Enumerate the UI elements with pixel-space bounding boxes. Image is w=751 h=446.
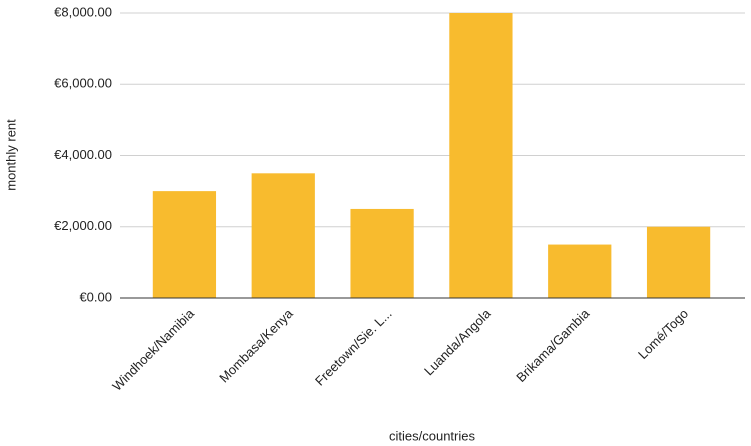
x-tick-label: Freetown/Sie. L... (312, 306, 395, 389)
y-tick-label: €0.00 (79, 289, 112, 304)
y-axis-title: monthly rent (3, 119, 18, 191)
bar (449, 13, 513, 298)
y-tick-label: €8,000.00 (54, 4, 112, 19)
bar (548, 244, 612, 298)
bar (646, 226, 711, 298)
x-tick-label: Brikama/Gambia (513, 305, 593, 385)
y-tick-label: €2,000.00 (54, 218, 112, 233)
x-axis-title: cities/countries (389, 428, 475, 443)
x-tick-label: Lomé/Togo (635, 306, 691, 362)
bar (350, 208, 414, 298)
bar (152, 191, 217, 298)
x-tick-label: Mombasa/Kenya (216, 305, 296, 385)
x-tick-label: Luanda/Angola (421, 305, 494, 378)
y-tick-label: €6,000.00 (54, 76, 112, 91)
bar (251, 173, 315, 298)
x-tick-label: Windhoek/Namibia (109, 305, 197, 393)
y-tick-label: €4,000.00 (54, 147, 112, 162)
